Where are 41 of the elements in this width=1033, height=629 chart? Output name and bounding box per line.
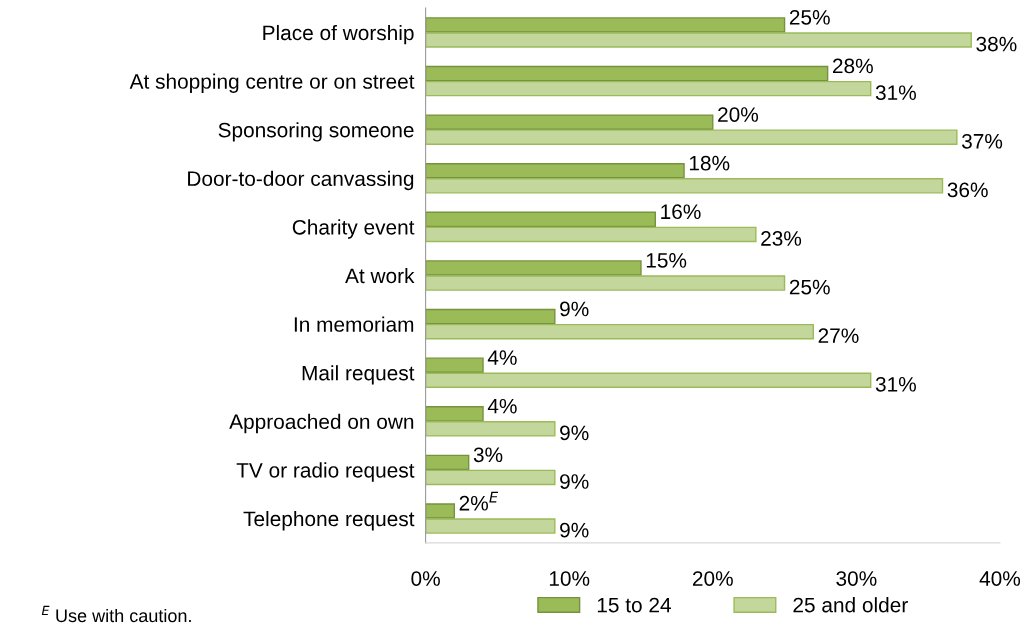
data-label: 9% — [560, 474, 589, 489]
data-label: 16% — [661, 204, 701, 220]
data-label: 31% — [875, 376, 916, 392]
data-label: 15% — [646, 253, 687, 268]
y-tick-label: At work — [345, 267, 415, 284]
y-tick-label: Telephone request — [243, 510, 415, 531]
data-label: 31% — [875, 85, 916, 101]
y-tick-label: At shopping centre or on street — [129, 73, 415, 93]
data-label: 37% — [961, 133, 1003, 149]
x-tick-label: 40% — [979, 571, 1021, 586]
data-label: 38% — [976, 36, 1017, 52]
y-tick-label: Door-to-door canvassing — [188, 170, 414, 191]
y-tick-label: Approached on own — [229, 413, 414, 434]
y-tick-label: Mail request — [302, 365, 415, 385]
x-tick-label: 20% — [692, 571, 733, 586]
data-label: 18% — [689, 155, 730, 171]
data-label: 28% — [833, 58, 873, 74]
y-tick-label: Charity event — [292, 219, 415, 239]
y-tick-label: Place of worship — [263, 24, 414, 45]
data-label: 4% — [487, 350, 517, 365]
data-label: 2%$^{E}$ — [459, 491, 499, 511]
data-label: 20% — [718, 107, 759, 122]
y-tick-label: In memoriam — [294, 316, 414, 332]
x-tick-label: 0% — [411, 571, 440, 586]
data-label: 23% — [761, 231, 802, 246]
legend-label: 25 and older — [793, 597, 908, 613]
text: $^{E}$ Use with caution. — [41, 605, 191, 623]
x-tick-label: 30% — [836, 571, 877, 586]
y-tick-label: TV or radio request — [236, 462, 415, 482]
data-label: 9% — [560, 425, 589, 441]
legend-label: 15 to 24 — [597, 597, 671, 613]
x-tick-label: 10% — [549, 571, 590, 586]
y-tick-label: Sponsoring someone — [218, 122, 414, 142]
data-label: 27% — [818, 328, 859, 343]
data-label: 4% — [487, 398, 517, 414]
data-label: 9% — [560, 301, 589, 317]
data-label: 36% — [947, 182, 988, 198]
data-label: 25% — [789, 279, 830, 295]
data-label: 25% — [789, 9, 830, 25]
data-label: 3% — [473, 447, 503, 463]
data-label: 9% — [560, 522, 589, 538]
